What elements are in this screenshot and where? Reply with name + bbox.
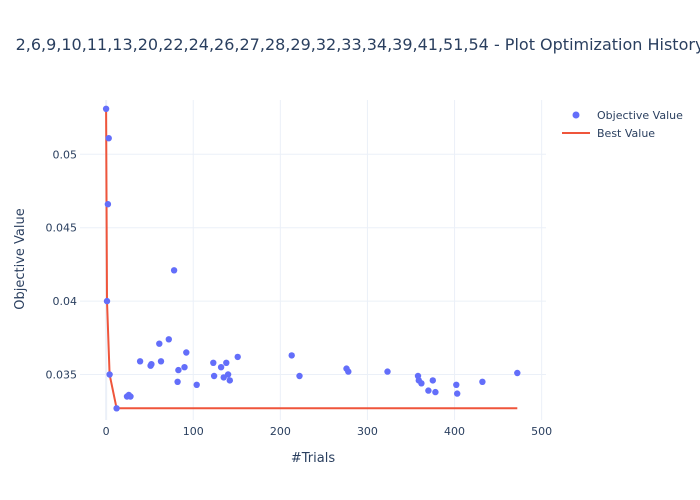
objective-value-point[interactable] — [217, 364, 225, 371]
objective-value-point[interactable] — [479, 378, 486, 385]
objective-value-point[interactable] — [418, 380, 425, 387]
objective-value-point[interactable] — [226, 377, 233, 384]
x-tick-label: 100 — [183, 425, 204, 438]
objective-value-point[interactable] — [453, 381, 460, 388]
objective-value-point[interactable] — [148, 361, 155, 368]
x-tick-label: 200 — [270, 425, 291, 438]
objective-value-point[interactable] — [127, 393, 134, 400]
objective-value-point[interactable] — [136, 358, 144, 365]
objective-value-point[interactable] — [210, 372, 218, 380]
objective-value-point[interactable] — [454, 390, 461, 397]
y-tick-label: 0.045 — [46, 222, 78, 235]
objective-value-point[interactable] — [106, 371, 113, 378]
legend-item-best-value[interactable]: Best Value — [562, 127, 655, 140]
objective-value-point[interactable] — [193, 381, 200, 388]
objective-value-point[interactable] — [103, 297, 111, 305]
objective-value-point[interactable] — [288, 352, 295, 359]
objective-value-point[interactable] — [429, 377, 436, 384]
objective-value-point[interactable] — [514, 369, 521, 377]
y-axis-title: Objective Value — [13, 208, 28, 309]
x-axis-title: #Trials — [291, 451, 335, 466]
objective-value-point[interactable] — [345, 368, 352, 375]
legend-marker-icon — [572, 111, 580, 119]
objective-value-point[interactable] — [234, 353, 241, 361]
x-tick-label: 500 — [531, 425, 552, 438]
chart-title: 2,6,9,10,11,13,20,22,24,26,27,28,29,32,3… — [16, 35, 700, 54]
y-tick-label: 0.04 — [53, 295, 78, 308]
x-tick-label: 300 — [357, 425, 378, 438]
objective-value-point[interactable] — [157, 358, 165, 365]
objective-value-point[interactable] — [425, 387, 432, 394]
objective-value-point[interactable] — [156, 340, 163, 347]
y-tick-label: 0.05 — [53, 148, 78, 161]
objective-value-point[interactable] — [183, 349, 190, 356]
tick-layer: 0 100 200 300 400 500 0.035 0.04 0.045 0.05 — [46, 148, 553, 438]
objective-value-point[interactable] — [181, 364, 188, 371]
objective-value-point[interactable] — [296, 372, 303, 380]
legend[interactable]: Objective Value Best Value — [562, 109, 683, 140]
objective-value-point[interactable] — [174, 378, 181, 385]
legend-label-best-value: Best Value — [597, 127, 655, 140]
objective-value-point[interactable] — [223, 359, 230, 366]
objective-value-point[interactable] — [224, 371, 232, 378]
legend-item-objective-value[interactable]: Objective Value — [572, 109, 684, 122]
objective-value-point[interactable] — [165, 336, 172, 343]
x-tick-label: 400 — [444, 425, 465, 438]
objective-value-point[interactable] — [175, 366, 182, 374]
marker-layer — [102, 105, 521, 412]
objective-value-point[interactable] — [170, 267, 178, 274]
y-tick-label: 0.035 — [46, 368, 78, 381]
objective-value-point[interactable] — [384, 368, 391, 375]
x-tick-label: 0 — [103, 425, 110, 438]
objective-value-point[interactable] — [113, 405, 120, 412]
objective-value-point[interactable] — [432, 388, 439, 396]
objective-value-point[interactable] — [102, 105, 110, 113]
legend-label-objective-value: Objective Value — [597, 109, 683, 122]
objective-value-point[interactable] — [105, 135, 112, 142]
objective-value-point[interactable] — [210, 359, 217, 366]
objective-value-point[interactable] — [104, 201, 112, 208]
